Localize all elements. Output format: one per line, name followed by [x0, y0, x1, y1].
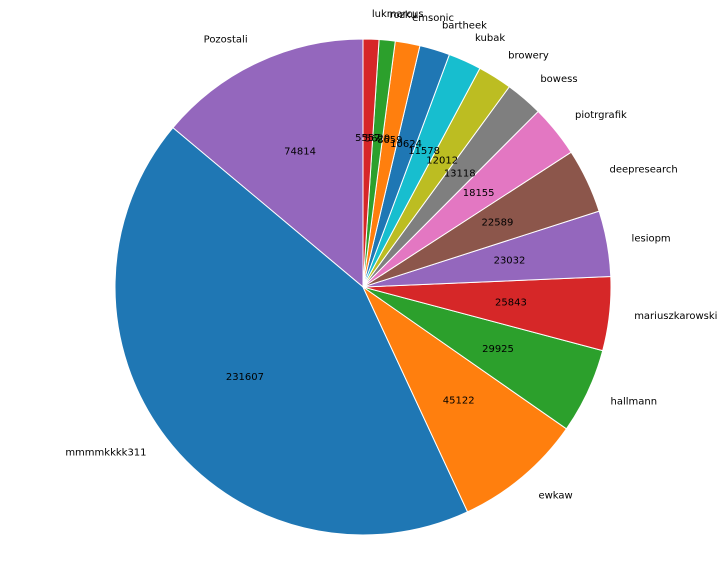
- slice-name-label: lukmarcus: [372, 9, 424, 20]
- slice-value-label: 23032: [494, 255, 526, 266]
- slice-name-label: mmmmkkkk311: [65, 448, 146, 459]
- slice-value-label: 74814: [284, 147, 316, 158]
- slice-value-label: 13118: [444, 168, 476, 179]
- slice-name-labels: Pozostali mmmmkkkk311 ewkaw hallmann mariusz…: [65, 9, 717, 502]
- slice-value-label: 18155: [463, 188, 495, 199]
- slice-name-label: bartheek: [442, 20, 487, 31]
- slice-value-label: 29925: [482, 344, 514, 355]
- slice-name-label: emsonic: [412, 13, 454, 24]
- slice-name-label: piotrgrafik: [575, 110, 627, 121]
- slice-name-label: hallmann: [610, 396, 657, 407]
- slice-name-label: Pozostali: [204, 34, 248, 45]
- slice-value-label: 22589: [482, 218, 514, 229]
- slice-name-label: deepresearch: [609, 165, 677, 176]
- slice-value-labels: 74814 231607 45122 29925 25843 23032 22589 1815…: [226, 133, 527, 407]
- slice-value-label: 231607: [226, 372, 264, 383]
- slice-name-label: kubak: [475, 33, 505, 44]
- slice-value-label: 8659: [377, 135, 402, 146]
- pie-slice-lukmarcus: [362, 38, 380, 288]
- slice-value-label: 11578: [408, 146, 440, 157]
- slice-value-label: 5557: [355, 133, 380, 144]
- slice-value-label: 5629: [365, 133, 390, 144]
- slice-name-label: mariuszkarowski: [634, 311, 717, 322]
- pie-slice-mmmmkkkk311: [114, 127, 469, 536]
- slice-name-label: ewkaw: [538, 490, 572, 501]
- pie-slice-pozostali: [172, 38, 364, 288]
- slice-value-label: 25843: [495, 298, 527, 309]
- slice-name-label: bowess: [540, 74, 577, 85]
- pie-slices: [114, 38, 612, 536]
- pie-slice-ewkaw: [362, 286, 567, 513]
- slice-value-label: 45122: [443, 395, 475, 406]
- slice-name-label: rozku: [390, 10, 417, 21]
- slice-name-label: lesiopm: [632, 234, 671, 245]
- slice-name-label: browery: [508, 51, 549, 62]
- slice-value-label: 10624: [390, 139, 422, 150]
- slice-value-label: 12012: [426, 156, 458, 167]
